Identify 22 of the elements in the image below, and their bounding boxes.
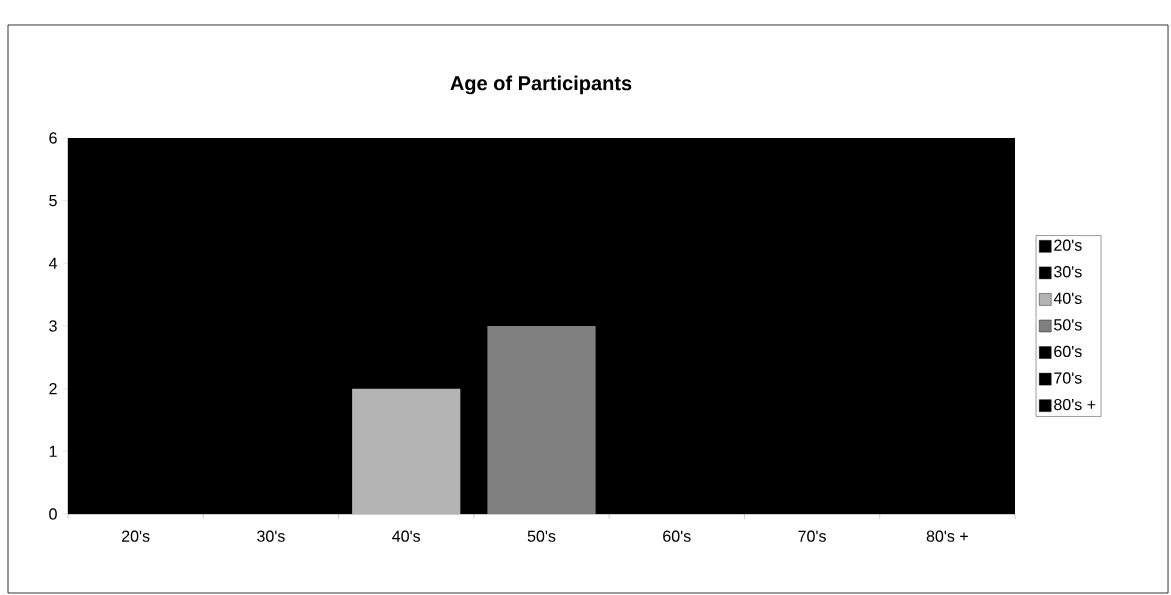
y-tick-label: 3 <box>49 320 57 332</box>
x-tick-label: 40's <box>392 530 421 542</box>
legend-label: 30's <box>1054 266 1082 278</box>
y-tick-label: 0 <box>49 508 57 520</box>
legend-label: 80's + <box>1054 398 1096 411</box>
y-tick-label: 5 <box>49 195 57 207</box>
legend-label: 50's <box>1054 319 1082 331</box>
x-tick-label: 60's <box>663 530 691 542</box>
y-tick-label: 4 <box>48 257 58 269</box>
x-tick-label: 20's <box>122 530 150 542</box>
chart-title: Age of Participants <box>450 75 632 95</box>
y-tick-label: 1 <box>49 445 57 457</box>
y-tick-label: 6 <box>49 132 57 144</box>
x-tick-label: 70's <box>798 530 826 542</box>
y-tick-label: 2 <box>49 383 57 395</box>
legend-label: 70's <box>1054 372 1082 384</box>
x-tick-label: 80's + <box>926 530 968 542</box>
legend-label: 40's <box>1053 292 1082 304</box>
x-tick-label: 50's <box>527 530 556 542</box>
x-tick-label: 30's <box>257 530 285 542</box>
legend-label: 20's <box>1054 239 1082 251</box>
legend-label: 60's <box>1054 345 1082 358</box>
